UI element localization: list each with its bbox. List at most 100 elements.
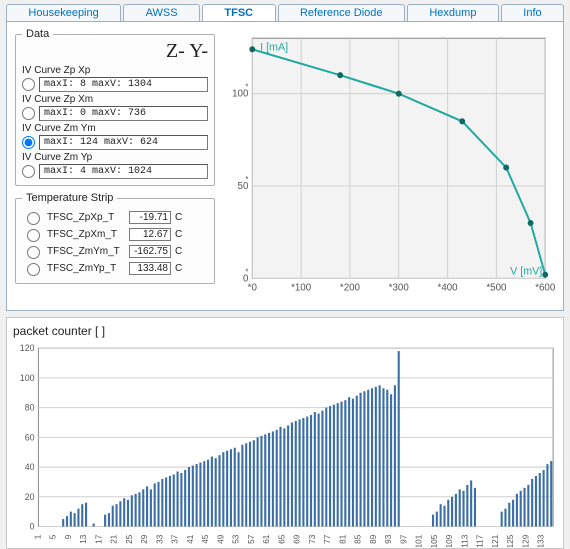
temp-name: TFSC_ZpXp_T xyxy=(47,212,125,223)
temp-radio[interactable] xyxy=(27,229,40,242)
svg-text:33: 33 xyxy=(155,534,164,544)
temp-unit: C xyxy=(175,263,187,274)
svg-text:*400: *400 xyxy=(438,283,459,294)
iv-curve-block: IV Curve Zp XmmaxI: 0 maxV: 736 xyxy=(22,94,208,121)
svg-text:*300: *300 xyxy=(389,283,410,294)
zy-badge: Z- Y- xyxy=(166,40,208,63)
svg-text:*200: *200 xyxy=(340,283,361,294)
packet-counter-title: packet counter [ ] xyxy=(13,324,557,338)
svg-text:133: 133 xyxy=(537,534,546,547)
temp-radio[interactable] xyxy=(27,246,40,259)
tab-housekeeping[interactable]: Housekeeping xyxy=(6,4,121,21)
data-group: Data Z- Y- IV Curve Zp XpmaxI: 8 maxV: 1… xyxy=(15,28,215,186)
svg-text:61: 61 xyxy=(262,534,271,544)
iv-chart: *0*100*200*300*400*500*6000*50*100*I [mA… xyxy=(223,28,555,304)
svg-text:20: 20 xyxy=(25,492,35,502)
svg-text:25: 25 xyxy=(125,534,134,544)
temperature-group: Temperature Strip TFSC_ZpXp_T-19.71CTFSC… xyxy=(15,192,215,284)
temp-legend: Temperature Strip xyxy=(22,192,117,204)
tab-reference-diode[interactable]: Reference Diode xyxy=(278,4,405,21)
svg-text:69: 69 xyxy=(293,534,302,544)
temp-row: TFSC_ZpXp_T-19.71C xyxy=(22,209,208,225)
svg-text:81: 81 xyxy=(338,534,347,544)
temp-row: TFSC_ZmYp_T 133.48 C xyxy=(22,260,208,276)
svg-text:109: 109 xyxy=(445,534,454,547)
iv-curve-block: IV Curve Zp XpmaxI: 8 maxV: 1304 xyxy=(22,65,208,92)
tab-awss[interactable]: AWSS xyxy=(123,4,200,21)
svg-text:5: 5 xyxy=(49,534,58,539)
temp-row: TFSC_ZmYm_T -162.75 C xyxy=(22,243,208,259)
iv-curve-radio[interactable] xyxy=(22,78,35,91)
temp-radio[interactable] xyxy=(27,212,40,225)
packet-counter-panel: packet counter [ ] 0 20 40 60 80 100 120 1 5 9 13 1… xyxy=(6,317,564,549)
iv-curve-label: IV Curve Zm Ym xyxy=(22,123,208,134)
svg-text:41: 41 xyxy=(186,534,195,544)
svg-text:9: 9 xyxy=(64,534,73,539)
svg-text:*500: *500 xyxy=(486,283,507,294)
iv-curve-radio[interactable] xyxy=(22,107,35,120)
svg-text:57: 57 xyxy=(247,534,256,544)
svg-text:120: 120 xyxy=(20,343,35,353)
temp-value: -162.75 xyxy=(129,245,171,258)
svg-text:100: 100 xyxy=(20,373,35,383)
svg-text:105: 105 xyxy=(430,534,439,547)
tab-info[interactable]: Info xyxy=(501,4,564,21)
svg-text:21: 21 xyxy=(110,534,119,544)
svg-text:*: * xyxy=(245,267,248,276)
packet-counter-chart: 0204060801001201591317212529333741454953… xyxy=(11,342,559,547)
svg-text:13: 13 xyxy=(79,534,88,544)
svg-text:0: 0 xyxy=(30,521,35,531)
svg-text:45: 45 xyxy=(201,534,210,544)
svg-text:*: * xyxy=(245,82,248,91)
iv-curve-readout: maxI: 0 maxV: 736 xyxy=(39,106,208,121)
iv-curve-block: IV Curve Zm YmmaxI: 124 maxV: 624 xyxy=(22,123,208,150)
iv-curve-block: IV Curve Zm YpmaxI: 4 maxV: 1024 xyxy=(22,152,208,179)
svg-text:*: * xyxy=(245,175,248,184)
svg-text:I [mA]: I [mA] xyxy=(260,41,288,53)
svg-text:129: 129 xyxy=(522,534,531,547)
svg-text:29: 29 xyxy=(140,534,149,544)
svg-text:*0: *0 xyxy=(248,283,258,294)
svg-text:*600: *600 xyxy=(535,283,555,294)
svg-text:17: 17 xyxy=(94,534,103,544)
temp-name: TFSC_ZmYm_T xyxy=(47,246,125,257)
svg-text:85: 85 xyxy=(354,534,363,544)
temp-row: TFSC_ZpXm_T 12.67 C xyxy=(22,226,208,242)
svg-text:121: 121 xyxy=(491,534,500,547)
iv-curve-label: IV Curve Zp Xp xyxy=(22,65,208,76)
temp-unit: C xyxy=(175,229,187,240)
svg-text:37: 37 xyxy=(171,534,180,544)
data-legend: Data xyxy=(22,28,53,40)
svg-text:80: 80 xyxy=(25,402,35,412)
svg-text:*100: *100 xyxy=(291,283,312,294)
iv-curve-label: IV Curve Zm Yp xyxy=(22,152,208,163)
svg-text:93: 93 xyxy=(384,534,393,544)
tab-bar: HousekeepingAWSSTFSCReference DiodeHexdu… xyxy=(0,0,570,21)
svg-text:73: 73 xyxy=(308,534,317,544)
svg-text:65: 65 xyxy=(277,534,286,544)
svg-text:60: 60 xyxy=(25,432,35,442)
tab-hexdump[interactable]: Hexdump xyxy=(407,4,499,21)
svg-text:101: 101 xyxy=(415,534,424,547)
svg-text:49: 49 xyxy=(216,534,225,544)
temp-radio[interactable] xyxy=(27,263,40,276)
temp-value: -19.71 xyxy=(129,211,171,224)
temp-unit: C xyxy=(175,246,187,257)
svg-text:77: 77 xyxy=(323,534,332,544)
svg-text:125: 125 xyxy=(506,534,515,547)
svg-text:97: 97 xyxy=(399,534,408,544)
temp-name: TFSC_ZpXm_T xyxy=(47,229,125,240)
svg-text:40: 40 xyxy=(25,462,35,472)
svg-text:1: 1 xyxy=(33,534,42,539)
iv-curve-readout: maxI: 124 maxV: 624 xyxy=(39,135,208,150)
iv-curve-readout: maxI: 4 maxV: 1024 xyxy=(39,164,208,179)
left-column: Data Z- Y- IV Curve Zp XpmaxI: 8 maxV: 1… xyxy=(15,28,215,304)
iv-curve-radio[interactable] xyxy=(22,165,35,178)
temp-name: TFSC_ZmYp_T xyxy=(47,263,125,274)
tab-tfsc[interactable]: TFSC xyxy=(202,4,276,21)
iv-curve-radio[interactable] xyxy=(22,136,35,149)
temp-value: 12.67 xyxy=(129,228,171,241)
tfsc-panel: Data Z- Y- IV Curve Zp XpmaxI: 8 maxV: 1… xyxy=(6,21,564,311)
svg-text:89: 89 xyxy=(369,534,378,544)
temp-value: 133.48 xyxy=(129,262,171,275)
